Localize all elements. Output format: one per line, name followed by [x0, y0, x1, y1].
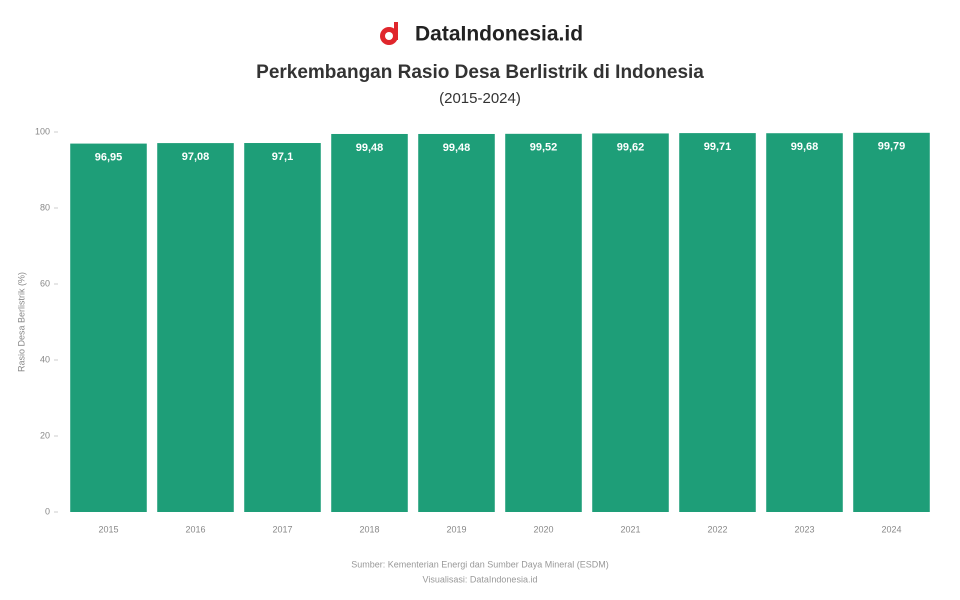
x-tick-label: 2020	[533, 524, 553, 534]
value-label: 97,1	[272, 151, 293, 163]
y-tick-label: 40	[40, 354, 50, 364]
y-tick-label: 60	[40, 278, 50, 288]
x-tick-label: 2022	[707, 524, 727, 534]
y-tick-label: 80	[40, 202, 50, 212]
y-tick-label: 100	[35, 126, 50, 136]
x-tick-label: 2024	[881, 524, 901, 534]
chart-subtitle: (2015-2024)	[439, 90, 521, 107]
value-label: 99,48	[356, 142, 384, 154]
bar	[853, 132, 930, 512]
bar	[418, 133, 495, 512]
value-label: 99,52	[530, 142, 558, 154]
bar	[70, 143, 147, 512]
value-label: 99,68	[791, 141, 819, 153]
y-tick-label: 20	[40, 430, 50, 440]
source: Sumber: Kementerian Energi dan Sumber Da…	[351, 559, 609, 569]
y-axis-label: Rasio Desa Berlistrik (%)	[16, 272, 26, 372]
logo	[380, 22, 398, 45]
brand: DataIndonesia.id	[415, 23, 583, 46]
value-label: 99,48	[443, 142, 471, 154]
bar	[679, 133, 756, 513]
value-label: 96,95	[95, 151, 123, 163]
value-label: 99,71	[704, 141, 732, 153]
bar	[157, 143, 234, 512]
bar	[505, 133, 582, 512]
x-tick-label: 2018	[359, 524, 379, 534]
x-tick-label: 2019	[446, 524, 466, 534]
bar	[244, 143, 321, 512]
x-tick-label: 2015	[98, 524, 118, 534]
chart-title: Perkembangan Rasio Desa Berlistrik di In…	[256, 62, 704, 83]
x-tick-label: 2023	[794, 524, 814, 534]
x-tick-label: 2021	[620, 524, 640, 534]
x-tick-label: 2017	[272, 524, 292, 534]
value-label: 97,08	[182, 151, 210, 163]
bar	[592, 133, 669, 512]
value-label: 99,79	[878, 141, 906, 153]
y-tick-label: 0	[45, 506, 50, 516]
bar	[766, 133, 843, 512]
bar	[331, 133, 408, 512]
value-label: 99,62	[617, 141, 645, 153]
x-tick-label: 2016	[185, 524, 205, 534]
credit: Visualisasi: DataIndonesia.id	[423, 574, 538, 584]
